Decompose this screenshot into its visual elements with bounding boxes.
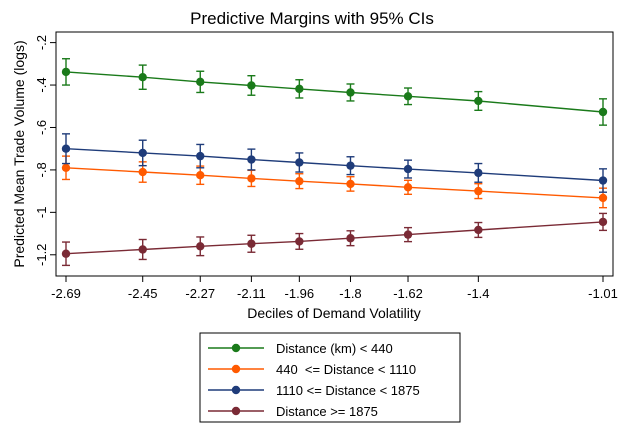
data-point bbox=[196, 151, 205, 161]
data-point bbox=[247, 174, 256, 183]
data-point bbox=[346, 88, 355, 97]
legend-label: Distance >= 1875 bbox=[276, 404, 378, 419]
plot-frame bbox=[55, 31, 614, 277]
data-point bbox=[61, 144, 71, 153]
data-point bbox=[196, 77, 205, 87]
legend-swatch-marker bbox=[231, 343, 241, 353]
data-point bbox=[295, 176, 304, 186]
y-tick-label: -.6 bbox=[34, 120, 49, 135]
data-point bbox=[403, 164, 413, 174]
data-point bbox=[598, 217, 608, 227]
x-tick-label: -2.11 bbox=[237, 286, 266, 301]
data-point bbox=[138, 72, 147, 82]
x-tick-label: -1.62 bbox=[393, 286, 423, 301]
y-tick-label: -1 bbox=[34, 207, 49, 219]
x-axis-label: Deciles of Demand Volatility bbox=[247, 305, 421, 321]
data-point bbox=[295, 237, 304, 246]
series-1 bbox=[61, 155, 608, 209]
data-point bbox=[346, 161, 355, 170]
data-point bbox=[247, 239, 256, 248]
data-point bbox=[598, 176, 608, 185]
data-point bbox=[474, 186, 483, 196]
y-tick-label: -.2 bbox=[34, 35, 49, 50]
data-point bbox=[247, 81, 256, 90]
data-point bbox=[598, 107, 608, 117]
data-point bbox=[474, 168, 483, 178]
data-point bbox=[403, 183, 413, 192]
legend-swatch-marker bbox=[231, 406, 241, 416]
data-point bbox=[346, 234, 355, 243]
data-point bbox=[474, 96, 483, 106]
x-tick-label: -1.01 bbox=[588, 286, 618, 301]
x-tick-label: -1.4 bbox=[467, 286, 489, 301]
data-point bbox=[61, 249, 71, 258]
y-tick-label: -.8 bbox=[34, 162, 49, 177]
x-tick-label: -2.69 bbox=[51, 286, 81, 301]
y-axis-label: Predicted Mean Trade Volume (logs) bbox=[11, 40, 27, 267]
legend-swatch-marker bbox=[231, 364, 241, 374]
x-tick-label: -2.27 bbox=[185, 286, 215, 301]
data-point bbox=[247, 155, 256, 164]
legend-items: Distance (km) < 440 440 <= Distance < 111… bbox=[208, 341, 420, 419]
legend-swatch-marker bbox=[231, 385, 241, 395]
x-tick-label: -2.45 bbox=[128, 286, 158, 301]
data-point bbox=[196, 171, 205, 180]
data-point bbox=[295, 84, 304, 94]
y-tick-label: -1.2 bbox=[34, 244, 49, 266]
data-point bbox=[61, 67, 71, 77]
data-point bbox=[138, 245, 147, 254]
data-point bbox=[598, 193, 608, 203]
x-axis: -2.69 -2.45 -2.27 -2.11 -1.96 -1.8 -1.62 -1.4 -1… bbox=[51, 276, 618, 301]
series-3 bbox=[61, 212, 608, 267]
y-axis: -.2 -.4 -.6 -.8 -1 -1.2 bbox=[34, 35, 56, 266]
series-0 bbox=[61, 58, 608, 126]
legend-label: 1110 <= Distance < 1875 bbox=[276, 383, 420, 398]
data-point bbox=[474, 225, 483, 235]
x-tick-label: -1.96 bbox=[285, 286, 315, 301]
chart-title: Predictive Margins with 95% CIs bbox=[190, 9, 434, 28]
data-point bbox=[196, 242, 205, 251]
data-point bbox=[403, 92, 413, 101]
legend-label: 440 <= Distance < 1110 bbox=[276, 362, 416, 377]
series-layer bbox=[61, 58, 608, 267]
data-point bbox=[295, 158, 304, 167]
y-tick-label: -.4 bbox=[34, 77, 49, 92]
legend: Distance (km) < 440 440 <= Distance < 111… bbox=[199, 332, 461, 423]
data-point bbox=[138, 148, 147, 158]
data-point bbox=[403, 230, 413, 239]
data-point bbox=[61, 163, 71, 172]
legend-label: Distance (km) < 440 bbox=[276, 341, 393, 356]
data-point bbox=[346, 179, 355, 189]
x-tick-label: -1.8 bbox=[339, 286, 361, 301]
data-point bbox=[138, 167, 147, 177]
series-2 bbox=[61, 133, 608, 193]
